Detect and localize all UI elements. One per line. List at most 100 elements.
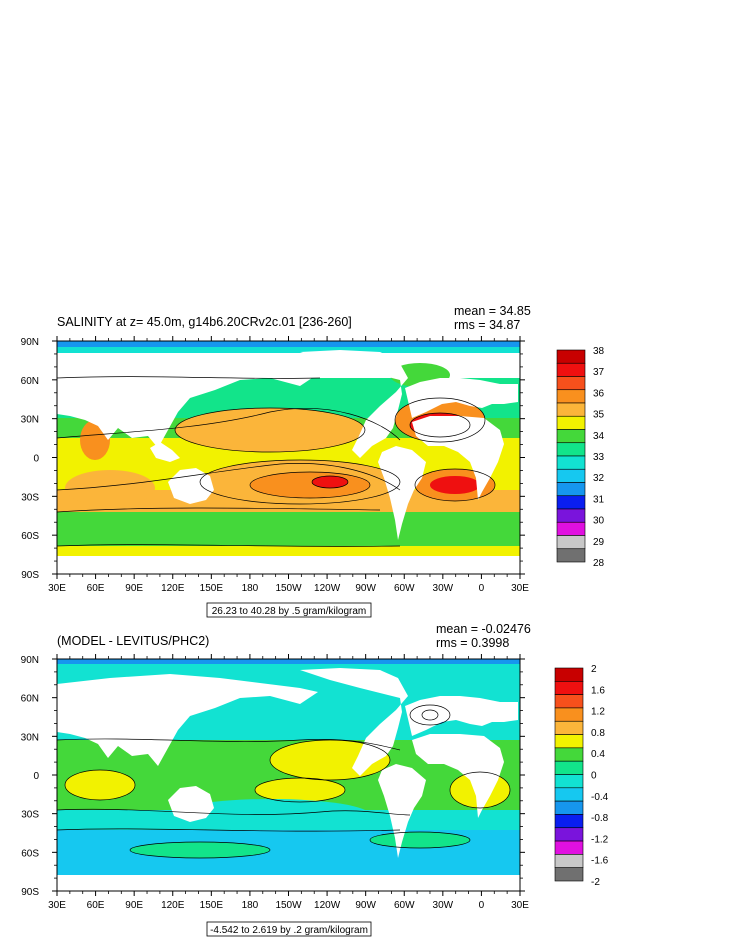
x-tick-label: 30W bbox=[433, 583, 454, 594]
panel2-land bbox=[57, 668, 520, 891]
x-tick-label: 30E bbox=[511, 900, 529, 911]
x-tick-label: 60W bbox=[394, 583, 415, 594]
x-tick-label: 120E bbox=[161, 900, 185, 911]
colorbar-swatch bbox=[556, 521, 586, 536]
panel1-contours bbox=[57, 376, 496, 547]
colorbar-swatch bbox=[554, 840, 584, 855]
y-tick-label: 0 bbox=[33, 771, 39, 782]
x-tick-label: 120W bbox=[314, 900, 341, 911]
colorbar-label: 30 bbox=[593, 516, 605, 527]
colorbar-swatch bbox=[554, 734, 584, 749]
colorbar-label: 0.4 bbox=[591, 749, 605, 760]
colorbar-swatch bbox=[556, 362, 586, 377]
colorbar-swatch bbox=[556, 482, 586, 497]
colorbar-swatch bbox=[554, 774, 584, 789]
colorbar-swatch bbox=[556, 455, 586, 470]
colorbar-swatch bbox=[556, 376, 586, 391]
colorbar-swatch bbox=[556, 389, 586, 404]
colorbar-swatch bbox=[554, 747, 584, 762]
y-tick-label: 30S bbox=[21, 492, 39, 503]
x-tick-label: 90W bbox=[355, 900, 376, 911]
panel2-contours bbox=[57, 704, 511, 859]
x-tick-label: 180 bbox=[242, 583, 259, 594]
x-tick-label: 180 bbox=[242, 900, 259, 911]
colorbar-swatch bbox=[556, 349, 586, 364]
x-tick-label: 30W bbox=[433, 900, 454, 911]
colorbar-swatch bbox=[556, 442, 586, 457]
colorbar-label: 36 bbox=[593, 388, 605, 399]
colorbar-swatch bbox=[554, 760, 584, 775]
colorbar-label: 35 bbox=[593, 410, 605, 421]
x-tick-label: 90E bbox=[125, 583, 143, 594]
colorbar-label: 0.8 bbox=[591, 728, 605, 739]
colorbar-label: 29 bbox=[593, 537, 605, 548]
panel2-info-box bbox=[206, 921, 372, 937]
panel2-title: (MODEL - LEVITUS/PHC2) bbox=[57, 634, 209, 648]
panel1-info-box bbox=[206, 602, 372, 618]
colorbar-label: -1.2 bbox=[591, 834, 609, 845]
colorbar-swatch bbox=[556, 429, 586, 444]
x-tick-label: 150W bbox=[275, 900, 302, 911]
panel1-rms: rms = 34.87 bbox=[454, 318, 520, 332]
y-tick-label: 90S bbox=[21, 570, 39, 581]
panel2-rms: rms = 0.3998 bbox=[436, 636, 509, 650]
colorbar-label: 1.6 bbox=[591, 685, 605, 696]
y-tick-label: 60S bbox=[21, 531, 39, 542]
panel1-x-axis: 30E 60E 90E 120E 150E 180 150W 120W 90W 60W 30W 0 30… bbox=[48, 336, 529, 594]
panel2-x-axis: 30E 60E 90E 120E 150E 180 150W 120W 90W 60W 30W 0 30… bbox=[48, 654, 529, 911]
y-tick-label: 30S bbox=[21, 810, 39, 821]
colorbar-swatch bbox=[554, 694, 584, 709]
y-tick-label: 60S bbox=[21, 848, 39, 859]
y-tick-label: 30N bbox=[21, 732, 39, 743]
panel1-land bbox=[57, 350, 520, 574]
colorbar-swatch bbox=[556, 548, 586, 563]
colorbar-label: 33 bbox=[593, 452, 605, 463]
colorbar-label: 34 bbox=[593, 431, 605, 442]
x-tick-label: 120W bbox=[314, 583, 341, 594]
colorbar-label: -2 bbox=[591, 877, 600, 888]
y-tick-label: 30N bbox=[21, 415, 39, 426]
colorbar-label: 31 bbox=[593, 494, 605, 505]
colorbar-swatch bbox=[554, 681, 584, 695]
panel1-mean: mean = 34.85 bbox=[454, 304, 531, 318]
y-tick-label: 90S bbox=[21, 887, 39, 898]
panel1-y-axis: 90N 60N 30N 0 30S 60S 90S bbox=[21, 337, 525, 581]
colorbar-swatch bbox=[556, 402, 586, 417]
panel2-mean: mean = -0.02476 bbox=[436, 622, 531, 636]
x-tick-label: 120E bbox=[161, 583, 185, 594]
colorbar-swatch bbox=[554, 867, 584, 882]
panel2-y-axis: 90N 60N 30N 0 30S 60S 90S bbox=[21, 655, 525, 898]
colorbar-swatch bbox=[554, 814, 584, 829]
y-tick-label: 90N bbox=[21, 655, 39, 666]
colorbar-swatch bbox=[554, 827, 584, 842]
colorbar-swatch bbox=[554, 707, 584, 722]
colorbar-label: 1.2 bbox=[591, 707, 605, 718]
x-tick-label: 60W bbox=[394, 900, 415, 911]
y-tick-label: 60N bbox=[21, 694, 39, 705]
colorbar-swatch bbox=[554, 667, 584, 682]
panel1-title: SALINITY at z= 45.0m, g14b6.20CRv2c.01 [… bbox=[57, 315, 352, 329]
panel1-colorbar: 38 37 36 35 34 33 32 31 30 29 28 bbox=[556, 346, 605, 569]
colorbar-swatch bbox=[556, 415, 586, 430]
x-tick-label: 60E bbox=[87, 900, 105, 911]
colorbar-swatch bbox=[554, 854, 584, 868]
y-tick-label: 90N bbox=[21, 337, 39, 348]
colorbar-label: 38 bbox=[593, 346, 605, 357]
colorbar-label: 0 bbox=[591, 771, 597, 782]
colorbar-label: 2 bbox=[591, 664, 597, 675]
colorbar-label: 28 bbox=[593, 558, 605, 569]
x-tick-label: 30E bbox=[48, 900, 66, 911]
colorbar-swatch bbox=[556, 508, 586, 523]
colorbar-swatch bbox=[556, 468, 586, 483]
x-tick-label: 30E bbox=[48, 583, 66, 594]
x-tick-label: 0 bbox=[479, 900, 485, 911]
x-tick-label: 60E bbox=[87, 583, 105, 594]
colorbar-swatch bbox=[556, 495, 586, 510]
colorbar-swatch bbox=[554, 787, 584, 802]
colorbar-swatch bbox=[556, 535, 586, 550]
x-tick-label: 90W bbox=[355, 583, 376, 594]
colorbar-swatch bbox=[554, 800, 584, 815]
x-tick-label: 0 bbox=[479, 583, 485, 594]
colorbar-label: -0.8 bbox=[591, 813, 609, 824]
